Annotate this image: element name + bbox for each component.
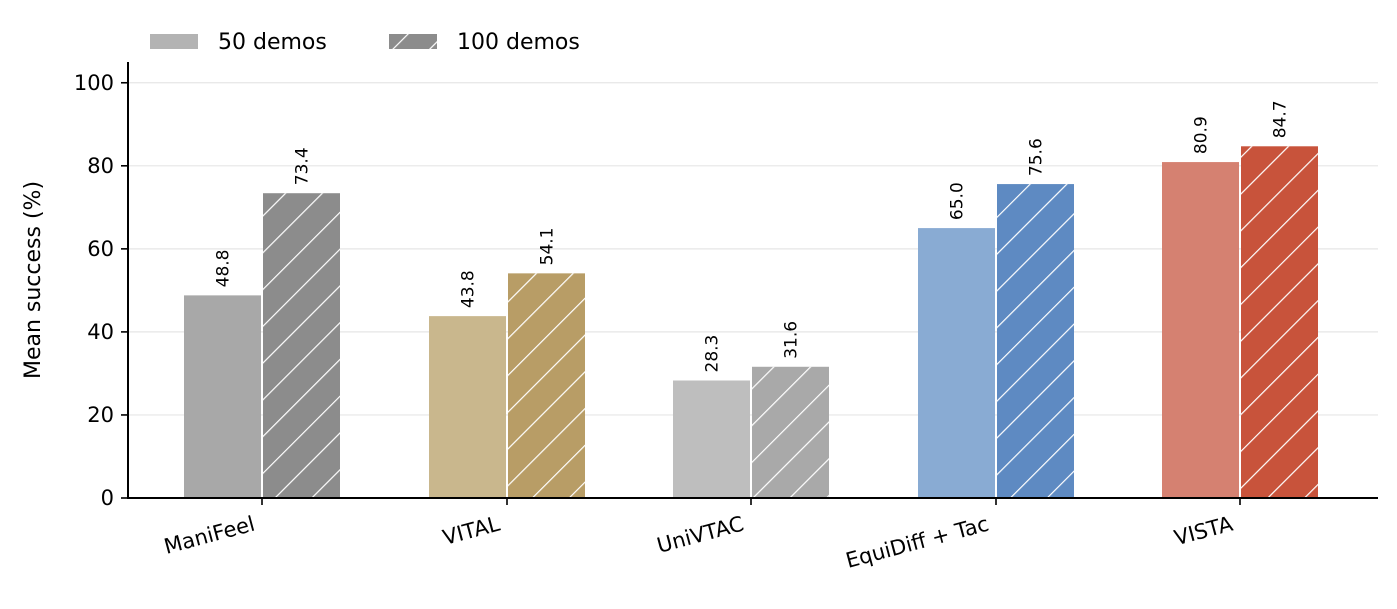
x-tick-label: ManiFeel — [161, 512, 257, 559]
data-label: 84.7 — [1271, 100, 1291, 138]
data-labels: 48.8 73.4 43.8 54.1 28.3 31.6 65.0 75.6 80.9 84.7 — [214, 100, 1291, 372]
y-tick-label: 0 — [101, 486, 114, 510]
x-tick-label: UniVTAC — [654, 512, 746, 558]
bar — [673, 380, 750, 498]
data-label: 54.1 — [538, 227, 558, 265]
data-label: 80.9 — [1192, 116, 1212, 154]
x-tick-label: EquiDiff + Tac — [843, 512, 991, 573]
data-label: 31.6 — [782, 321, 802, 359]
bar-hatch — [997, 184, 1074, 498]
x-tick-label: VITAL — [440, 512, 502, 550]
data-label: 73.4 — [293, 147, 313, 185]
bars — [184, 146, 1318, 498]
data-label: 75.6 — [1027, 138, 1047, 176]
bar — [918, 228, 995, 498]
bar-hatch — [752, 366, 829, 498]
bar — [184, 295, 261, 498]
y-tick-label: 40 — [87, 320, 114, 344]
data-label: 65.0 — [948, 182, 968, 220]
legend-label: 100 demos — [457, 30, 580, 55]
axis-line — [127, 62, 1378, 499]
y-tick-label: 20 — [87, 403, 114, 427]
bar — [429, 316, 506, 498]
bar — [1162, 162, 1239, 498]
bar-hatch — [508, 273, 585, 498]
legend: 50 demos 100 demos — [150, 30, 580, 55]
bar-hatch — [1241, 146, 1318, 498]
y-tick-label: 60 — [87, 237, 114, 261]
legend-swatch — [150, 34, 198, 49]
data-label: 28.3 — [703, 335, 723, 373]
y-axis-label: Mean success (%) — [21, 181, 46, 379]
bar-hatch — [263, 193, 340, 498]
legend-swatch-hatch — [389, 34, 437, 49]
data-label: 48.8 — [214, 250, 234, 288]
legend-label: 50 demos — [218, 30, 327, 55]
y-tick-label: 80 — [87, 154, 114, 178]
data-label: 43.8 — [459, 270, 479, 308]
y-tick-label: 100 — [74, 71, 114, 95]
x-tick-label: VISTA — [1172, 511, 1236, 550]
